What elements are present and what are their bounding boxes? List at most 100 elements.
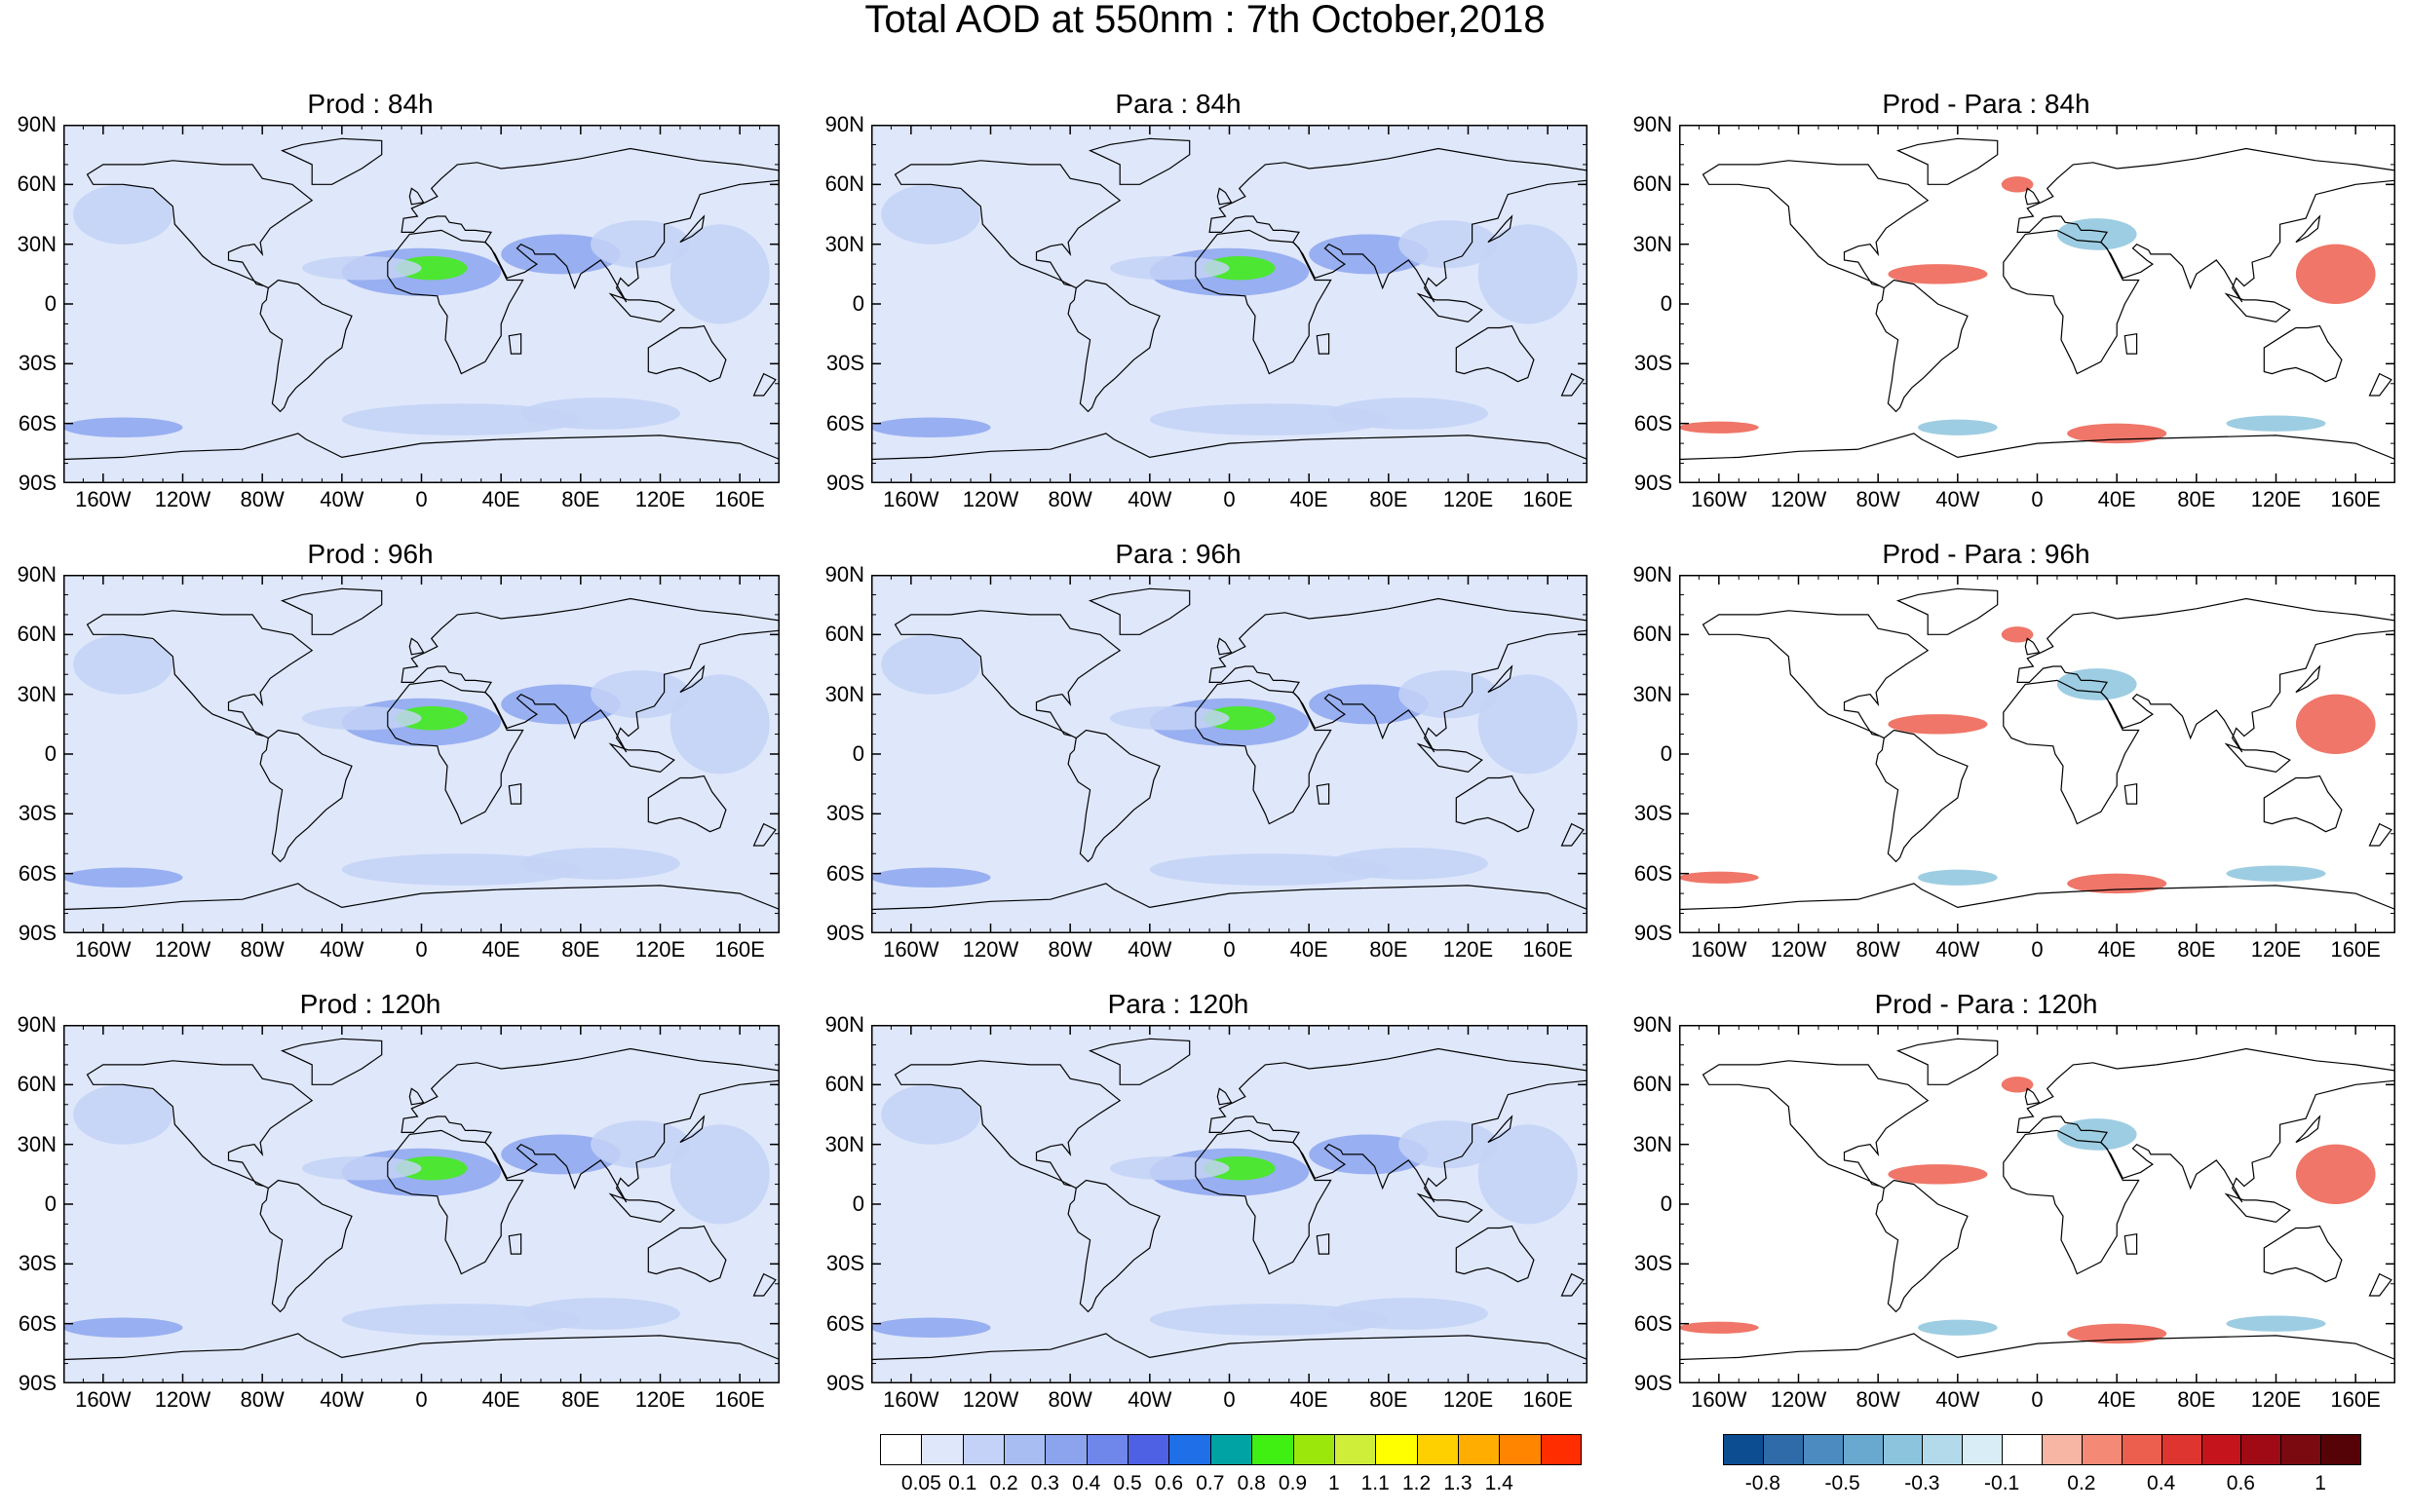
coastline xyxy=(894,610,1122,739)
colorbar-label: -0.8 xyxy=(1744,1472,1780,1494)
field-contour xyxy=(1328,397,1488,430)
field-contour xyxy=(871,417,991,437)
colorbar-swatch xyxy=(1802,1434,1844,1465)
coastline xyxy=(2295,214,2321,244)
latitude-label: 30N xyxy=(824,231,864,256)
coastline xyxy=(1216,637,1233,656)
coastline xyxy=(1416,292,1483,323)
longitude-label: 40E xyxy=(2097,937,2136,962)
panel-title: Para : 84h xyxy=(1115,89,1242,119)
field-contour xyxy=(1918,419,1998,435)
coastline xyxy=(2224,742,2291,774)
latitude-label: 0 xyxy=(44,291,57,316)
latitude-label: 0 xyxy=(44,741,57,766)
field-contour xyxy=(1149,403,1389,435)
colorbar-label: 0.9 xyxy=(1278,1472,1308,1494)
map-frame xyxy=(871,1025,1588,1383)
panel-title: Prod - Para : 84h xyxy=(1882,89,2090,119)
field-contour xyxy=(1110,1155,1230,1181)
latitude-label: 0 xyxy=(852,291,864,316)
coastline xyxy=(2003,679,2140,825)
latitude-label: 60N xyxy=(17,622,57,647)
field-contour xyxy=(341,853,581,886)
longitude-label: 80W xyxy=(1855,937,1900,962)
map-border xyxy=(871,125,1588,483)
latitude-label: 60S xyxy=(18,860,57,886)
latitude-label: 60N xyxy=(1632,171,1672,197)
field-contour xyxy=(63,867,183,888)
coastline xyxy=(1067,729,1161,863)
longitude-label: 80W xyxy=(1048,1387,1092,1412)
colorbar-label: 0.4 xyxy=(1072,1472,1101,1494)
field-contour xyxy=(302,255,422,281)
colorbar-swatch xyxy=(1962,1434,2003,1465)
coastline xyxy=(408,187,425,206)
longitude-label: 160W xyxy=(75,487,132,511)
field-contour xyxy=(1477,674,1578,775)
longitude-label: 0 xyxy=(1223,1387,1236,1412)
map-panel: Prod : 84h 90N 60N 30N 0 30S 60S 90S 160W 120W 80W… xyxy=(0,90,780,540)
longitude-label: 160E xyxy=(714,937,765,962)
latitude-label: 0 xyxy=(44,1191,57,1216)
latitude-label: 60N xyxy=(1632,1072,1672,1097)
colorbar-label: 1.1 xyxy=(1360,1472,1390,1494)
field-contour xyxy=(2295,694,2376,754)
field-contour xyxy=(2056,1118,2137,1151)
latitude-label: 30S xyxy=(18,801,57,826)
latitude-label: 60N xyxy=(824,622,864,647)
latitude-label: 60S xyxy=(18,410,57,435)
latitude-label: 90N xyxy=(824,562,864,586)
figure-title: Total AOD at 550nm : 7th October,2018 xyxy=(864,0,1546,41)
longitude-label: 160W xyxy=(1691,1387,1747,1412)
map-canvas xyxy=(1679,1025,2395,1383)
latitude-label: 90S xyxy=(18,1371,57,1395)
field-contour xyxy=(520,848,680,880)
colorbar-swatch xyxy=(1416,1434,1459,1465)
field-contour xyxy=(1918,1319,1998,1336)
field-contour xyxy=(1203,705,1276,731)
coastline xyxy=(608,292,675,323)
field-contour xyxy=(1918,869,1998,886)
map-frame xyxy=(871,575,1588,933)
coastline xyxy=(1679,1333,2395,1383)
longitude-label: 160E xyxy=(714,487,765,511)
field-contour xyxy=(501,1134,621,1175)
coastline xyxy=(894,1060,1122,1190)
coastline xyxy=(1195,1129,1332,1275)
field-contour xyxy=(2067,423,2167,444)
field-contour xyxy=(1203,1155,1276,1181)
coastline xyxy=(1455,324,1535,383)
latitude-label: 30N xyxy=(1632,681,1672,706)
latitude-label: 90S xyxy=(825,1371,864,1395)
map-panel: Prod : 120h 90N 60N 30N 0 30S 60S 90S 160W 120W 80… xyxy=(0,990,780,1440)
colorbar-label: 0.5 xyxy=(1113,1472,1142,1494)
difference-colorbar: -0.8 -0.5 -0.3 -0.1 0.2 0.4 0.6 1 xyxy=(1723,1434,2361,1512)
coastline xyxy=(1560,372,1585,397)
latitude-label: 90S xyxy=(1633,471,1672,495)
longitude-label: 160W xyxy=(75,1387,132,1412)
coastline xyxy=(2024,187,2041,206)
field-contour xyxy=(73,1084,173,1145)
map-frame xyxy=(63,1025,780,1383)
coastline xyxy=(2295,1115,2321,1144)
field-contour xyxy=(669,224,770,324)
colorbar-swatch xyxy=(1457,1434,1500,1465)
latitude-label: 30N xyxy=(1632,1131,1672,1156)
longitude-label: 80W xyxy=(240,1387,285,1412)
map-border xyxy=(871,1025,1588,1383)
coastline xyxy=(1679,433,2395,483)
coastline xyxy=(1416,742,1483,774)
coastline xyxy=(259,1179,353,1313)
field-contour xyxy=(1203,255,1276,281)
coastline xyxy=(259,279,353,413)
field-contour xyxy=(591,1120,691,1169)
map-frame xyxy=(1679,1025,2395,1383)
longitude-label: 120W xyxy=(962,937,1019,962)
coastline xyxy=(401,597,780,753)
field-contour xyxy=(73,634,173,695)
colorbar-swatch xyxy=(1375,1434,1418,1465)
coastline xyxy=(2123,332,2138,355)
field-contour xyxy=(881,184,981,245)
longitude-label: 160E xyxy=(1522,1387,1573,1412)
coastline xyxy=(387,679,524,825)
